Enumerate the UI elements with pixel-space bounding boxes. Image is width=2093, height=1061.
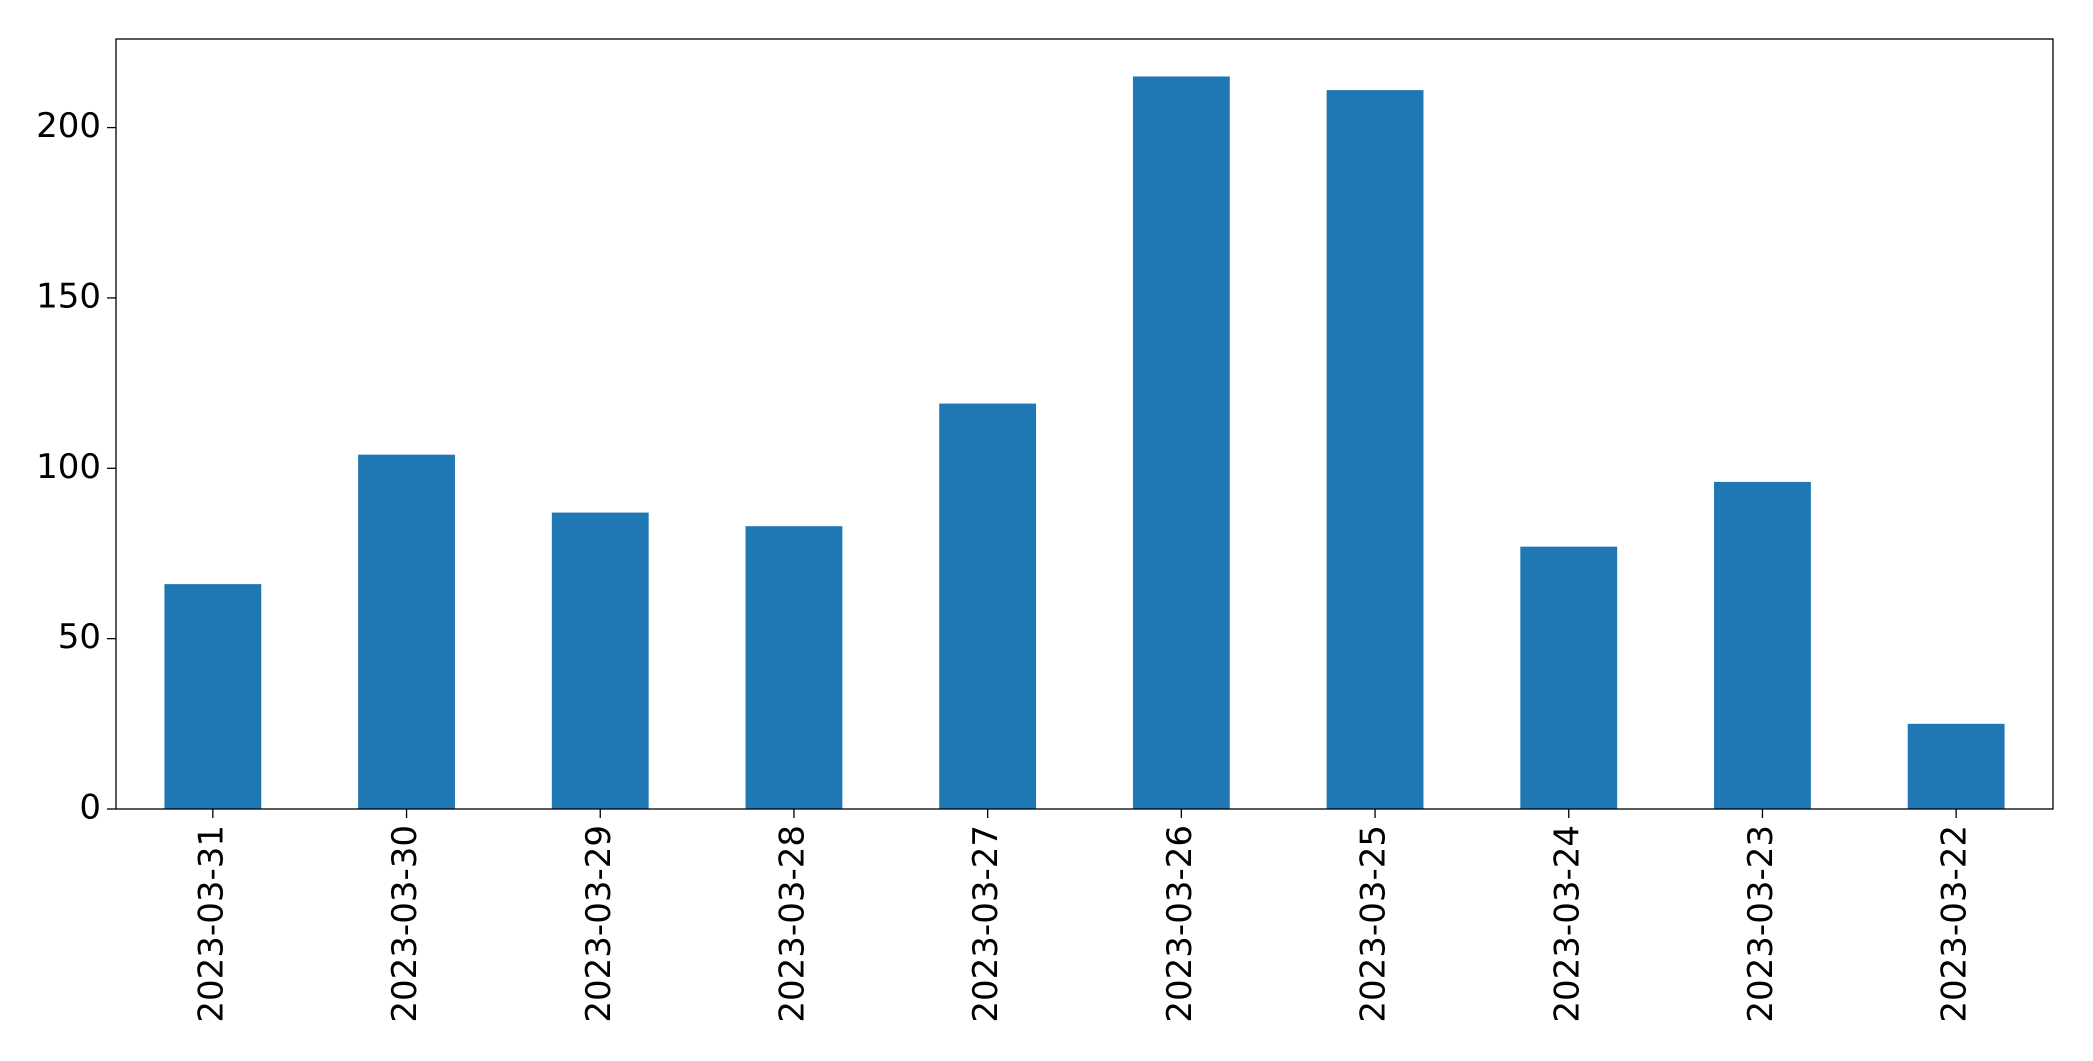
bar [358,454,455,809]
bar [1132,76,1230,809]
bar [551,512,649,809]
bar [1326,90,1424,809]
bar [164,584,262,809]
x-tick-label: 2023-03-28 [772,825,812,1023]
x-tick-label: 2023-03-30 [385,825,425,1023]
bar [745,526,843,809]
bar [1907,723,2005,809]
plot-frame [115,38,2054,810]
x-tick-label: 2023-03-23 [1741,825,1781,1023]
x-tick-label: 2023-03-31 [191,825,231,1023]
y-tick-label: 0 [79,788,101,828]
x-tick-label: 2023-03-26 [1160,825,1200,1023]
bar [939,403,1037,809]
x-tick-label: 2023-03-29 [579,825,619,1023]
bar [1714,481,1811,809]
y-tick-label: 100 [36,447,101,487]
x-tick-label: 2023-03-25 [1354,825,1394,1023]
x-tick-label: 2023-03-24 [1547,825,1587,1023]
y-tick-label: 50 [58,617,101,657]
bar [1520,546,1618,809]
x-tick-label: 2023-03-22 [1935,825,1975,1023]
x-tick-label: 2023-03-27 [966,825,1006,1023]
y-tick-label: 150 [36,276,101,316]
y-tick-label: 200 [36,106,101,146]
